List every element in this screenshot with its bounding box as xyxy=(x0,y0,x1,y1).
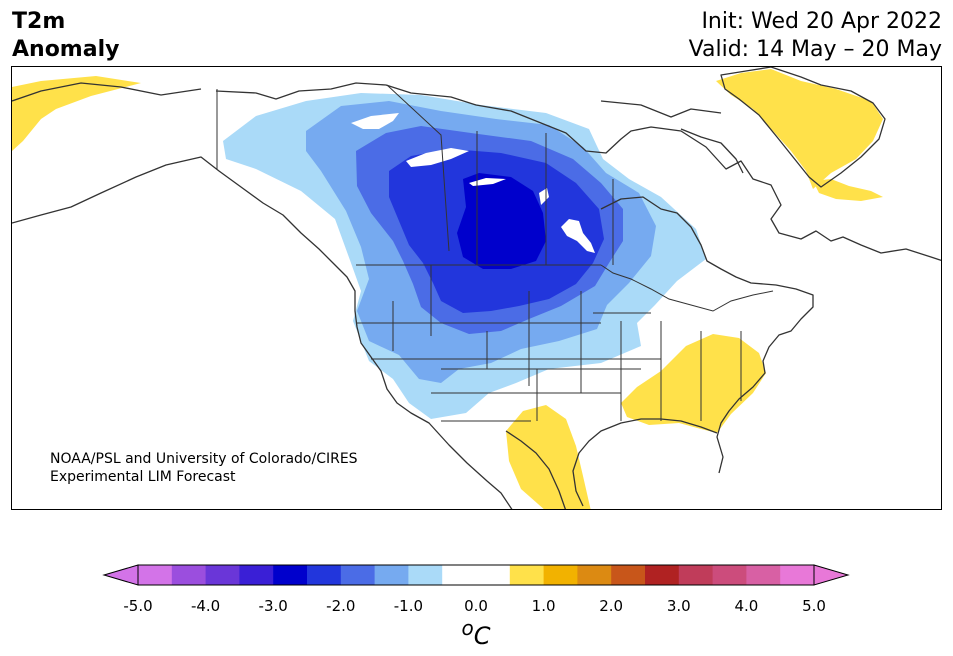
map-title: T2m Anomaly xyxy=(12,8,119,64)
political-borders xyxy=(216,84,774,422)
colorbar-cell xyxy=(340,565,376,585)
colorbar-tick-label: 3.0 xyxy=(666,597,691,615)
colorbar-cells xyxy=(138,565,815,585)
coastlines xyxy=(12,67,941,509)
colorbar-tick-label: 5.0 xyxy=(802,597,826,615)
colorbar-cell xyxy=(442,565,477,585)
lake-winnipeg xyxy=(561,219,595,253)
valid-range: Valid: 14 May – 20 May xyxy=(688,37,942,62)
lakes xyxy=(351,113,595,253)
colorbar xyxy=(102,564,850,586)
warm-region-southeast xyxy=(621,334,766,433)
credit-line-1: NOAA/PSL and University of Colorado/CIRE… xyxy=(50,451,358,467)
warm-region-greenland xyxy=(716,69,883,189)
data-credit: NOAA/PSL and University of Colorado/CIRE… xyxy=(50,450,358,486)
colorbar-unit: oC xyxy=(450,616,502,650)
colorbar-cell xyxy=(712,565,747,585)
colorbar-cell xyxy=(307,565,342,585)
map-canvas xyxy=(12,67,941,509)
colorbar-cell xyxy=(678,565,714,585)
colorbar-cell xyxy=(611,565,646,585)
unit-degree: o xyxy=(461,616,474,640)
warm-region-northwest xyxy=(12,76,141,151)
credit-line-2: Experimental LIM Forecast xyxy=(50,469,236,485)
colorbar-cell xyxy=(138,565,173,585)
map-panel: NOAA/PSL and University of Colorado/CIRE… xyxy=(11,66,942,510)
colorbar-cell xyxy=(239,565,274,585)
colorbar-outline xyxy=(137,564,815,586)
colorbar-cell xyxy=(746,565,781,585)
title-line-2: Anomaly xyxy=(12,37,120,62)
colorbar-cell xyxy=(780,565,815,585)
colorbar-cell xyxy=(476,565,511,585)
warm-region-labrador xyxy=(813,179,883,201)
cold-contour-5 xyxy=(457,173,546,269)
colorbar-cell xyxy=(273,565,308,585)
lake-athabasca xyxy=(469,178,506,186)
colorbar-tick-label: 0.0 xyxy=(464,597,488,615)
colorbar-cell xyxy=(171,565,207,585)
colorbar-cell xyxy=(374,565,409,585)
colorbar-tick-label: -2.0 xyxy=(326,597,356,615)
colorbar-tick-label: 4.0 xyxy=(734,597,759,615)
colorbar-tick-label: -1.0 xyxy=(393,597,424,615)
colorbar-tick-label: -3.0 xyxy=(258,597,288,615)
great-bear-lake xyxy=(351,113,399,129)
colorbar-tick-label: -5.0 xyxy=(123,597,153,615)
colorbar-cell xyxy=(645,565,680,585)
colorbar-cell xyxy=(509,565,545,585)
colorbar-extend-min xyxy=(102,564,139,586)
colorbar-cell xyxy=(408,565,443,585)
colorbar-tick-label: 2.0 xyxy=(599,597,624,615)
unit-celsius: C xyxy=(473,622,491,650)
colorbar-extend-max xyxy=(813,564,850,586)
colorbar-tick-label: -4.0 xyxy=(190,597,221,615)
great-slave-lake xyxy=(406,148,469,167)
forecast-dates: Init: Wed 20 Apr 2022 Valid: 14 May – 20… xyxy=(689,8,942,64)
colorbar-cell xyxy=(205,565,240,585)
colorbar-cell xyxy=(543,565,578,585)
init-date: Init: Wed 20 Apr 2022 xyxy=(701,9,942,34)
colorbar-cell xyxy=(577,565,612,585)
title-line-1: T2m xyxy=(12,9,66,34)
colorbar-tick-label: 1.0 xyxy=(531,597,556,615)
warm-region-mexico xyxy=(506,405,591,509)
